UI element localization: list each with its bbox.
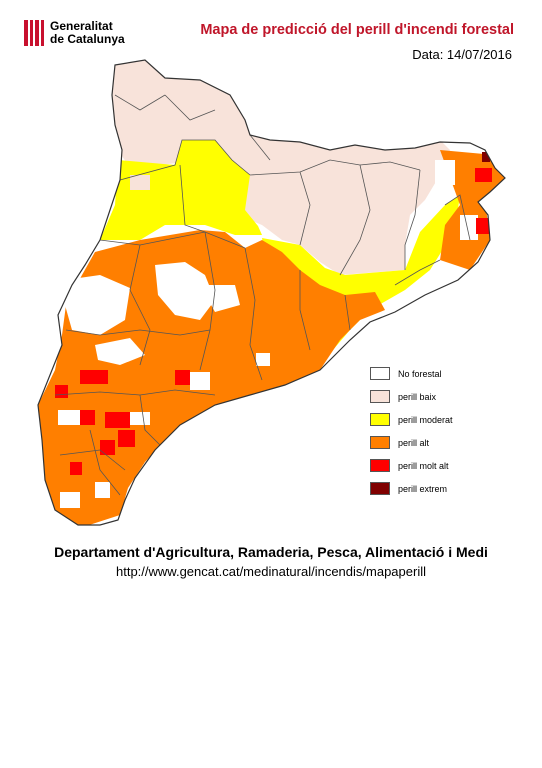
- catalan-flag-icon: [24, 20, 44, 46]
- logo-text: Generalitat de Catalunya: [50, 20, 125, 46]
- legend-label: No forestal: [398, 368, 442, 379]
- legend-label: perill alt: [398, 437, 430, 448]
- department-name: Departament d'Agricultura, Ramaderia, Pe…: [54, 544, 488, 560]
- legend-swatch: [370, 482, 390, 495]
- logo-line-2: de Catalunya: [50, 32, 125, 46]
- legend-swatch: [370, 459, 390, 472]
- source-url: http://www.gencat.cat/medinatural/incend…: [116, 564, 426, 579]
- legend-swatch: [370, 367, 390, 380]
- legend-label: perill baix: [398, 391, 437, 402]
- legend-item-perill-baix: perill baix: [370, 385, 453, 408]
- logo-line-1: Generalitat: [50, 19, 113, 33]
- legend-label: perill moderat: [398, 414, 453, 425]
- legend-swatch: [370, 390, 390, 403]
- map-title: Mapa de predicció del perill d'incendi f…: [200, 22, 514, 38]
- legend-item-perill-extrem: perill extrem: [370, 477, 453, 500]
- map-legend: No forestal perill baix perill moderat p…: [370, 362, 453, 500]
- legend-item-perill-molt-alt: perill molt alt: [370, 454, 453, 477]
- map-date: Data: 14/07/2016: [412, 47, 512, 62]
- legend-label: perill molt alt: [398, 460, 449, 471]
- generalitat-logo: Generalitat de Catalunya: [24, 20, 125, 46]
- legend-item-perill-alt: perill alt: [370, 431, 453, 454]
- legend-item-perill-moderat: perill moderat: [370, 408, 453, 431]
- legend-item-no-forestal: No forestal: [370, 362, 453, 385]
- legend-label: perill extrem: [398, 483, 448, 494]
- legend-swatch: [370, 436, 390, 449]
- legend-swatch: [370, 413, 390, 426]
